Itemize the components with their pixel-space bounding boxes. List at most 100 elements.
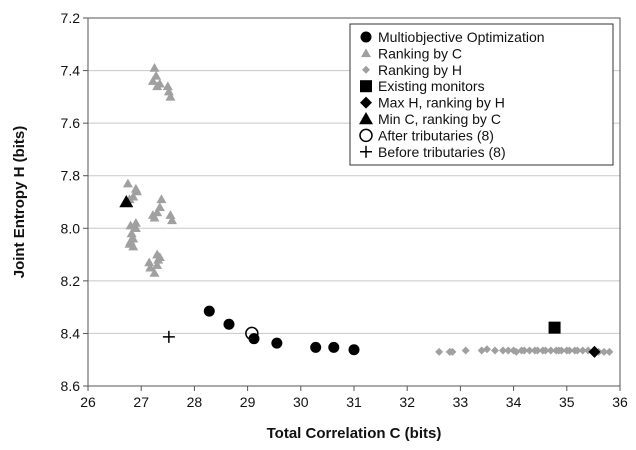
data-point <box>122 178 133 188</box>
data-point <box>203 305 215 317</box>
data-point <box>490 346 499 355</box>
data-point <box>156 194 167 204</box>
data-point <box>310 341 322 353</box>
series-1 <box>122 62 178 277</box>
data-point <box>162 330 175 343</box>
data-point <box>130 218 141 227</box>
data-point <box>245 326 259 341</box>
data-point <box>348 344 360 356</box>
data-point <box>605 347 614 356</box>
data-point <box>533 346 542 355</box>
x-tick-label: 34 <box>506 394 522 410</box>
data-point <box>435 347 444 356</box>
data-point <box>483 345 491 354</box>
legend-marker <box>360 96 372 109</box>
legend-marker <box>360 80 372 93</box>
x-axis-ticks: 26 27 28 29 30 31 32 33 34 35 36 <box>80 386 628 410</box>
legend-entry: After tributaries (8) <box>378 127 494 143</box>
series-6 <box>245 326 259 341</box>
data-point <box>119 195 134 208</box>
y-tick-label: 7.8 <box>61 168 81 184</box>
legend-marker <box>360 31 372 43</box>
y-tick-label: 8.6 <box>61 378 81 394</box>
data-point <box>131 186 142 196</box>
data-point <box>154 252 165 261</box>
legend-entry: Max H, ranking by H <box>378 95 505 111</box>
x-tick-label: 32 <box>399 394 415 410</box>
legend-entry: Existing monitors <box>378 78 485 94</box>
data-point <box>448 347 457 356</box>
data-point <box>271 337 283 349</box>
legend-entry: Before tributaries (8) <box>378 144 506 160</box>
data-point <box>147 76 158 85</box>
series-5 <box>119 195 134 208</box>
data-point <box>163 86 174 96</box>
legend-entry: Multiobjective Optimization <box>378 29 545 45</box>
data-point <box>461 346 470 355</box>
y-tick-label: 7.6 <box>61 115 81 131</box>
legend-marker <box>359 112 373 125</box>
y-tick-label: 8.2 <box>61 273 81 289</box>
legend-marker <box>362 65 370 74</box>
data-point <box>162 81 173 91</box>
data-point <box>144 257 155 267</box>
data-point <box>125 220 136 230</box>
data-point <box>477 346 486 355</box>
x-tick-label: 33 <box>453 394 469 410</box>
data-point <box>165 210 176 219</box>
data-point <box>328 341 340 353</box>
data-point <box>152 260 163 269</box>
x-tick-label: 26 <box>80 394 96 410</box>
data-point <box>573 346 582 355</box>
data-point <box>578 346 587 355</box>
data-point <box>512 347 521 356</box>
data-point <box>520 346 529 355</box>
y-axis-ticks: 7.2 7.4 7.6 7.8 8.0 8.2 8.4 8.6 <box>61 10 88 394</box>
data-point <box>546 346 555 355</box>
series-3 <box>548 321 561 334</box>
y-axis-label: Joint Entropy H (bits) <box>11 126 28 279</box>
data-point <box>167 215 178 225</box>
y-tick-label: 8.0 <box>61 220 81 236</box>
legend-marker <box>361 48 371 58</box>
legend-marker <box>360 145 372 158</box>
data-point <box>223 318 235 330</box>
data-point <box>154 78 165 88</box>
series-0 <box>203 305 360 356</box>
y-tick-label: 7.2 <box>61 10 81 26</box>
data-marks <box>119 62 614 358</box>
x-tick-label: 35 <box>559 394 575 410</box>
data-point <box>498 346 507 355</box>
data-point <box>128 241 139 251</box>
data-point <box>149 62 160 72</box>
legend-entry: Min C, ranking by C <box>378 111 501 127</box>
data-point <box>149 267 160 277</box>
data-point <box>541 346 550 355</box>
y-tick-label: 7.4 <box>61 63 81 79</box>
legend-entry: Ranking by H <box>378 62 462 78</box>
data-point <box>525 346 534 355</box>
legend-entry: Ranking by C <box>378 45 462 61</box>
data-point <box>504 346 513 355</box>
data-point <box>548 321 561 334</box>
data-point <box>165 91 176 101</box>
x-tick-label: 36 <box>612 394 628 410</box>
data-point <box>588 345 601 358</box>
x-tick-label: 30 <box>293 394 309 410</box>
data-point <box>557 346 566 355</box>
data-point <box>126 228 137 238</box>
data-point <box>130 223 141 233</box>
legend-marker <box>359 128 373 143</box>
data-point <box>145 262 156 272</box>
x-tick-label: 31 <box>346 394 362 410</box>
series-4 <box>588 345 601 358</box>
y-tick-label: 8.4 <box>61 325 81 341</box>
x-tick-label: 28 <box>187 394 203 410</box>
series-7 <box>162 330 175 343</box>
data-point <box>149 212 160 222</box>
data-point <box>600 347 609 356</box>
x-tick-label: 29 <box>240 394 256 410</box>
x-tick-label: 27 <box>133 394 149 410</box>
